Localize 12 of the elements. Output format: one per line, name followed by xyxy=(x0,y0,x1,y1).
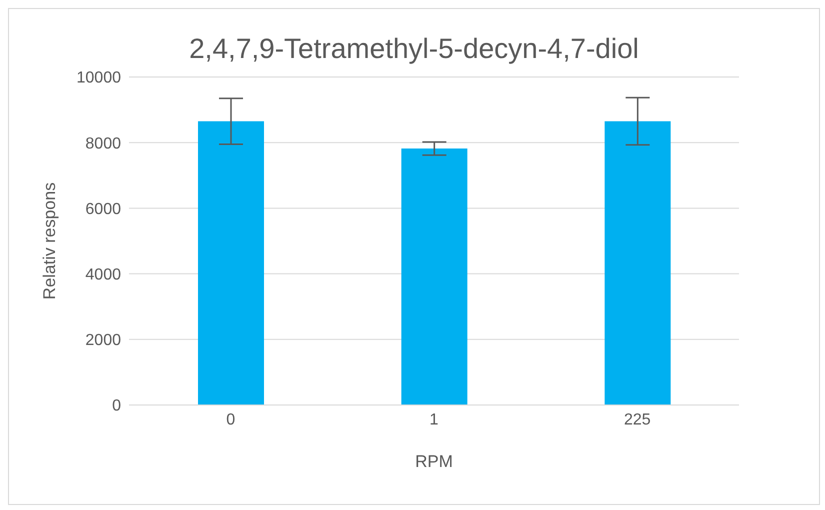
y-tick-label: 4000 xyxy=(85,266,122,284)
y-tick-label: 10000 xyxy=(76,70,122,87)
y-tick-label: 2000 xyxy=(85,332,122,350)
y-tick-label: 6000 xyxy=(85,200,122,218)
x-axis-title: RPM xyxy=(415,452,453,471)
x-tick-label: 1 xyxy=(430,411,439,428)
y-axis-title: Relativ respons xyxy=(40,182,60,300)
x-tick-label: 0 xyxy=(226,411,236,428)
y-tick-label: 8000 xyxy=(85,135,122,152)
chart-title: 2,4,7,9-Tetramethyl-5-decyn-4,7-diol xyxy=(188,32,640,65)
x-tick-label: 225 xyxy=(624,411,651,428)
y-tick-label: 0 xyxy=(112,398,122,415)
